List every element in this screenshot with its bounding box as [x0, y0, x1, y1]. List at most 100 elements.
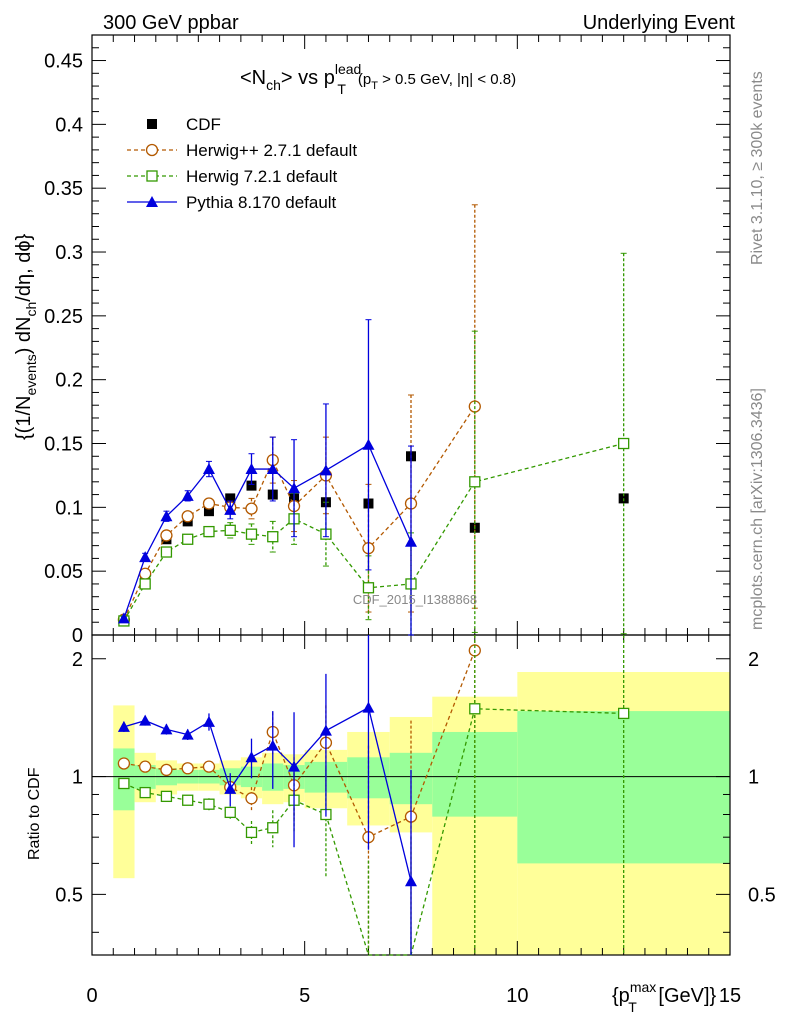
ratio-panel-series — [117, 635, 630, 956]
pythia-8-170-default-ratio-point — [117, 720, 130, 732]
legend-marker-herwig-7-2-1-default — [146, 170, 158, 182]
y-tick-label-ratio-right: 2 — [748, 649, 759, 671]
pythia-8-170-default-point — [181, 489, 194, 501]
y-tick-label-main: 0.2 — [55, 370, 83, 392]
header-right-label: Underlying Event — [583, 12, 736, 34]
pythia-8-170-default-ratio-point — [202, 715, 215, 727]
pythia-8-170-default-ratio-point — [245, 751, 258, 763]
header-left-label: 300 GeV ppbar — [103, 12, 239, 34]
pythia-8-170-default-point — [362, 438, 375, 450]
herwig-2-7-1-default-line — [123, 406, 476, 620]
x-tick-label: 5 — [299, 985, 310, 1007]
herwig-7-2-1-default-ratio-point — [267, 822, 279, 834]
herwig-7-2-1-default-point — [224, 524, 236, 536]
x-axis-label: {pmax T [GeV]} — [612, 979, 717, 1015]
y-tick-label-main: 0 — [72, 625, 83, 647]
herwig-7-2-1-default-ratio-line — [123, 708, 624, 956]
legend-label-herwig-2-7-1-default: Herwig++ 2.7.1 default — [186, 141, 357, 160]
y-tick-label-ratio-right: 0.5 — [748, 884, 776, 906]
herwig-7-2-1-default-point — [182, 533, 194, 545]
main-panel-series — [117, 204, 630, 636]
pythia-8-170-default-ratio-point — [139, 714, 152, 726]
herwig-2-7-1-default-point — [245, 502, 258, 515]
x-tick-label: 10 — [506, 985, 528, 1007]
pythia-8-170-default-point — [224, 503, 237, 515]
herwig-2-7-1-default-point — [160, 529, 173, 542]
herwig-7-2-1-default-point — [139, 578, 151, 590]
herwig-7-2-1-default-point — [267, 531, 279, 543]
y-tick-label-ratio-left: 2 — [72, 649, 83, 671]
pythia-8-170-default-ratio-point — [405, 875, 417, 887]
herwig-2-7-1-default-ratio-point — [139, 760, 152, 773]
herwig-7-2-1-default-point — [160, 546, 173, 558]
herwig-7-2-1-default-ratio-point — [203, 798, 215, 810]
pythia-8-170-default-point — [288, 482, 301, 494]
main-ylabel: {(1/Nevents) dNch/dη, dϕ} — [13, 233, 39, 440]
legend-marker-pythia-8-170-default — [146, 196, 158, 207]
pythia-8-170-default-ratio-point — [266, 739, 279, 751]
chart-title: <Nch> vs plead T(pT > 0.5 GeV, |η| < 0.8) — [240, 61, 516, 97]
y-tick-label-main: 0.1 — [55, 497, 83, 519]
x-tick-label: 15 — [719, 985, 741, 1007]
herwig-2-7-1-default-point — [202, 497, 216, 510]
analysis-watermark: CDF_2015_I1388868 — [353, 592, 477, 607]
herwig-7-2-1-default-point — [618, 437, 630, 450]
legend-marker-herwig-2-7-1-default — [145, 143, 159, 157]
herwig-7-2-1-default-ratio-point — [618, 707, 630, 720]
legend-label-herwig-7-2-1-default: Herwig 7.2.1 default — [186, 167, 337, 186]
y-tick-label-main: 0.15 — [44, 434, 83, 456]
herwig-7-2-1-default-ratio-point — [469, 703, 481, 715]
y-tick-label-ratio-left: 1 — [72, 767, 83, 789]
side-label-top: Rivet 3.1.10, ≥ 300k events — [749, 71, 766, 265]
y-tick-label-main: 0.4 — [55, 114, 83, 136]
pythia-8-170-default-line — [123, 443, 412, 619]
herwig-2-7-1-default-ratio-point — [181, 762, 194, 775]
pythia-8-170-default-ratio-point — [181, 728, 194, 740]
legend: CDF Herwig++ 2.7.1 default Herwig 7.2.1 de… — [127, 115, 357, 212]
cdf-point — [246, 480, 257, 491]
herwig-7-2-1-default-ratio-point — [245, 826, 258, 839]
pythia-8-170-default-ratio-point — [160, 723, 173, 735]
herwig-7-2-1-default-ratio-point — [160, 790, 173, 803]
pythia-8-170-default-point — [245, 463, 258, 475]
y-tick-label-main: 0.3 — [55, 242, 83, 264]
y-tick-label-main: 0.45 — [44, 51, 83, 73]
y-tick-label-main: 0.05 — [44, 561, 83, 583]
y-tick-label-ratio-right: 1 — [748, 767, 759, 789]
herwig-7-2-1-default-ratio-point — [224, 806, 236, 819]
pythia-8-170-default-point — [139, 551, 152, 563]
ratio-ylabel: Ratio to CDF — [26, 767, 43, 860]
y-tick-label-ratio-left: 0.5 — [55, 884, 83, 906]
pythia-8-170-default-point — [319, 464, 332, 476]
legend-label-pythia-8-170-default: Pythia 8.170 default — [186, 193, 337, 212]
ratio-band-green — [432, 731, 518, 817]
cdf-point — [225, 493, 236, 504]
x-tick-label: 0 — [86, 985, 97, 1007]
herwig-2-7-1-default-ratio-point — [245, 792, 258, 805]
pythia-8-170-default-ratio-point — [224, 782, 237, 794]
herwig-7-2-1-default-point — [362, 582, 375, 594]
herwig-2-7-1-default-ratio-point — [202, 760, 216, 773]
pythia-8-170-default-ratio-point — [288, 760, 301, 772]
herwig-2-7-1-default-point — [181, 510, 194, 523]
y-tick-label-main: 0.35 — [44, 178, 83, 200]
pythia-8-170-default-ratio-line — [123, 706, 412, 882]
pythia-8-170-default-point — [160, 510, 173, 522]
pythia-8-170-default-ratio-point — [362, 701, 375, 713]
pythia-8-170-default-point — [202, 463, 215, 475]
legend-label-cdf: CDF — [186, 115, 221, 134]
pythia-8-170-default-ratio-point — [319, 724, 332, 736]
herwig-7-2-1-default-ratio-point — [118, 777, 130, 790]
y-tick-label-main: 0.25 — [44, 306, 83, 328]
cdf-point — [203, 506, 214, 517]
legend-marker-cdf — [147, 119, 157, 129]
herwig-2-7-1-default-ratio-point — [160, 763, 173, 777]
pythia-8-170-default-point — [266, 463, 279, 475]
herwig-7-2-1-default-point — [203, 525, 215, 538]
pythia-8-170-default-point — [117, 612, 130, 624]
side-label-bottom: mcplots.cern.ch [arXiv:1306.3436] — [749, 388, 766, 630]
herwig-7-2-1-default-point — [469, 476, 481, 488]
pythia-8-170-default-point — [405, 535, 417, 547]
herwig-7-2-1-default-ratio-point — [139, 786, 151, 799]
